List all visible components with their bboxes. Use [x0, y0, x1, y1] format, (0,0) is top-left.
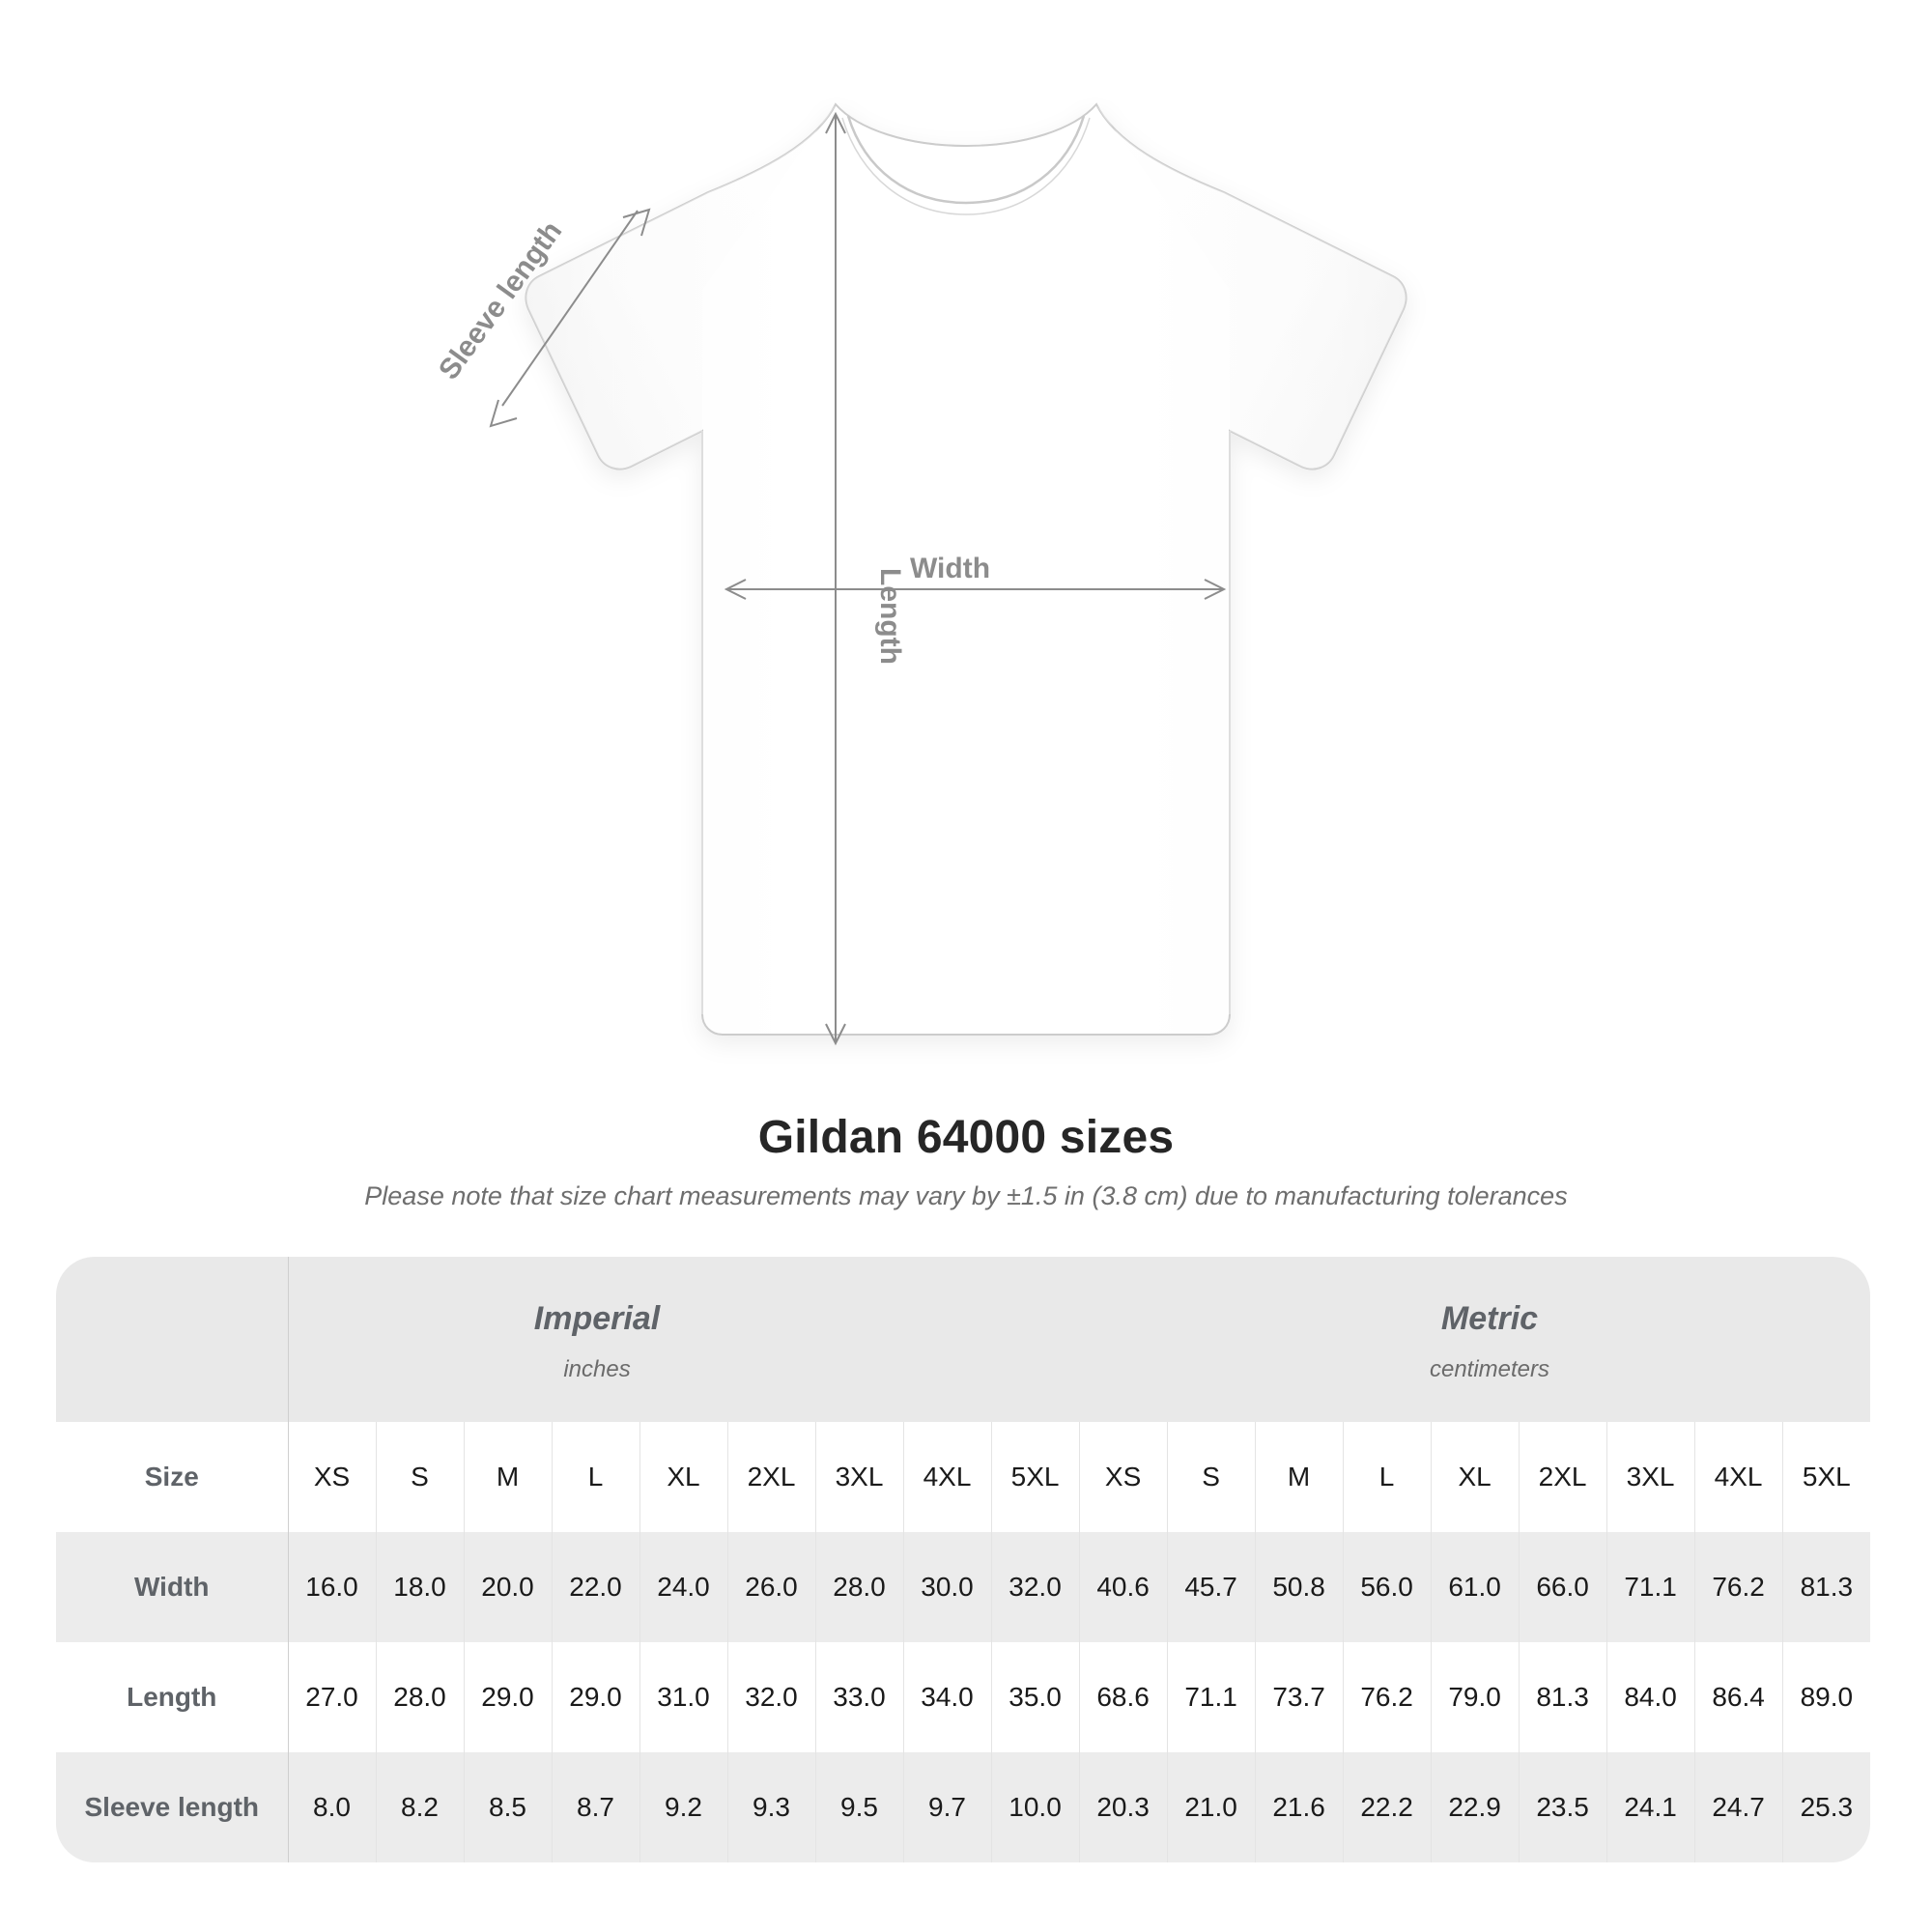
svg-text:Width: Width [910, 553, 990, 584]
svg-text:Length: Length [874, 568, 906, 665]
